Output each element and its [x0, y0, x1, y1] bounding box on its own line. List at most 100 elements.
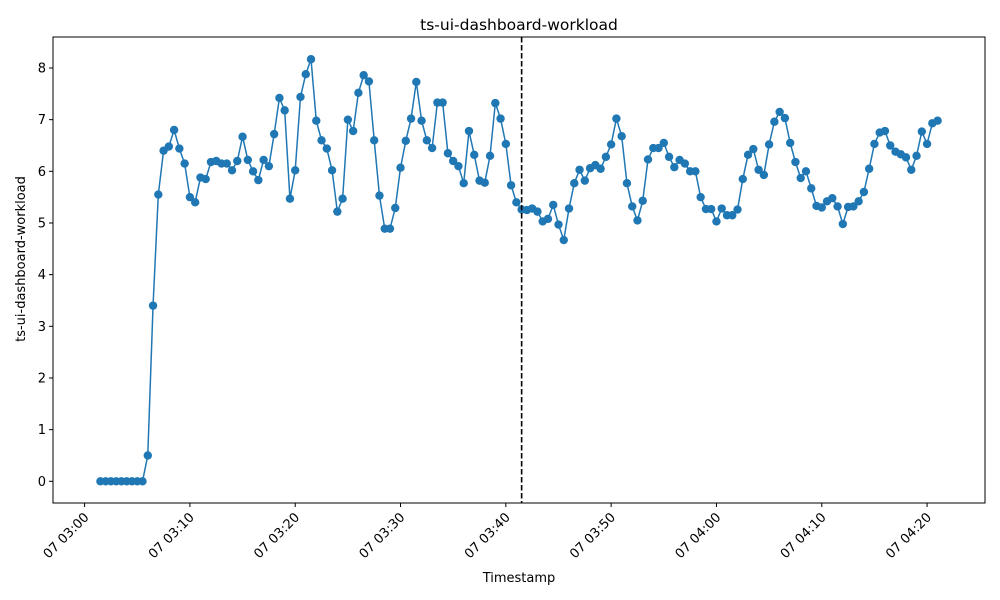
data-point — [470, 150, 479, 159]
data-point — [485, 151, 495, 161]
data-point — [148, 301, 158, 310]
data-point — [264, 161, 274, 171]
data-point — [801, 167, 811, 176]
data-point — [749, 144, 758, 154]
data-point — [291, 166, 300, 175]
data-point — [564, 204, 574, 213]
data-point — [706, 204, 716, 214]
data-point — [454, 161, 463, 171]
data-point — [375, 191, 384, 200]
data-point — [180, 159, 189, 168]
data-point — [907, 165, 916, 174]
data-point — [370, 136, 379, 145]
data-point — [169, 125, 179, 135]
data-point — [807, 184, 816, 193]
data-point — [791, 157, 800, 167]
data-point — [459, 179, 468, 188]
data-point — [201, 174, 210, 184]
data-point — [854, 197, 863, 206]
data-point — [396, 163, 405, 172]
data-point — [243, 155, 253, 165]
data-point — [343, 115, 353, 124]
data-point — [933, 116, 942, 125]
data-point — [506, 181, 516, 190]
data-point — [385, 224, 395, 233]
data-point — [601, 152, 611, 162]
data-point — [443, 149, 453, 158]
data-point — [285, 194, 295, 203]
data-point — [833, 202, 842, 211]
data-point — [269, 129, 279, 139]
data-point — [638, 196, 647, 205]
y-tick-label: 2 — [38, 371, 46, 386]
data-point — [664, 152, 674, 162]
data-point — [770, 117, 779, 126]
data-point — [554, 220, 563, 229]
data-point — [717, 204, 726, 213]
data-point — [464, 126, 474, 136]
data-point — [417, 116, 426, 125]
data-point — [754, 165, 763, 174]
y-axis-ticks: 0 1 2 3 4 5 6 7 8 — [38, 61, 53, 490]
data-point — [743, 150, 753, 159]
data-point — [317, 136, 326, 145]
data-point — [870, 139, 879, 149]
data-point — [480, 178, 489, 187]
data-point — [828, 193, 837, 203]
data-point — [780, 113, 790, 123]
y-axis-label: ts-ui-dashboard-workload — [14, 176, 29, 342]
data-point — [138, 477, 147, 486]
data-point — [643, 155, 653, 164]
data-point — [680, 159, 690, 168]
data-point — [691, 167, 700, 176]
data-point — [427, 143, 437, 153]
data-point — [622, 179, 632, 188]
data-point — [580, 176, 590, 185]
data-point — [617, 131, 626, 141]
data-point — [570, 179, 579, 188]
data-point — [448, 156, 458, 166]
data-point — [901, 153, 911, 162]
data-point — [849, 202, 858, 211]
y-tick-label: 7 — [38, 113, 46, 128]
data-point — [733, 205, 742, 214]
data-point — [606, 140, 616, 149]
data-point — [354, 88, 363, 98]
data-point — [764, 140, 774, 149]
data-point — [838, 219, 848, 229]
data-point — [654, 143, 663, 153]
data-point — [333, 207, 342, 216]
data-point — [164, 142, 174, 151]
data-point — [596, 164, 605, 173]
data-point — [359, 71, 368, 80]
data-point — [796, 173, 805, 183]
data-point — [227, 166, 237, 175]
data-point — [259, 155, 268, 165]
data-point — [759, 170, 769, 180]
data-point — [559, 235, 568, 245]
data-point — [696, 192, 705, 202]
x-axis-label: Timestamp — [482, 571, 556, 586]
data-point — [412, 77, 421, 87]
data-point — [296, 92, 305, 102]
data-point — [659, 138, 668, 148]
plot-frame — [52, 36, 986, 504]
data-point — [859, 187, 869, 197]
y-tick-label: 4 — [38, 268, 46, 283]
data-point — [612, 114, 621, 123]
data-point — [306, 55, 316, 64]
data-point — [712, 217, 721, 226]
data-point — [775, 107, 784, 117]
series-line — [100, 58, 938, 483]
data-point — [738, 174, 747, 184]
data-point — [549, 200, 558, 210]
data-point — [391, 203, 400, 213]
y-tick-label: 8 — [38, 61, 46, 76]
y-tick-label: 1 — [38, 423, 46, 438]
data-point — [864, 164, 874, 173]
data-point — [917, 127, 927, 136]
data-point — [422, 136, 432, 145]
data-point — [238, 132, 247, 141]
data-point — [301, 70, 310, 79]
data-point — [785, 138, 795, 148]
